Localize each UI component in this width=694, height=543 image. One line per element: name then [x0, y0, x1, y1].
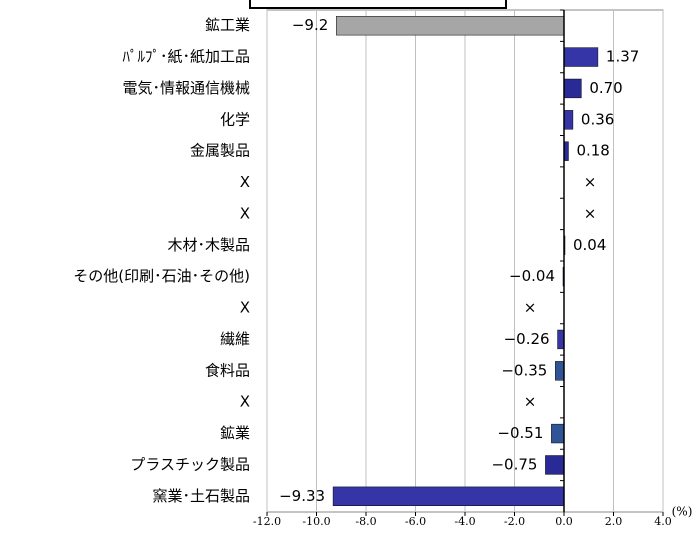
category-label: X	[240, 393, 250, 411]
x-tick-label: -6.0	[405, 515, 426, 528]
category-label: 電気･情報通信機械	[122, 79, 250, 97]
bar	[545, 455, 565, 475]
x-tick-label: 4.0	[654, 515, 672, 528]
category-label: 繊維	[220, 330, 250, 348]
category-label: X	[240, 299, 250, 317]
x-unit: (%)	[672, 505, 693, 519]
category-label: X	[240, 204, 250, 222]
bar	[555, 361, 565, 381]
category-label: 窯業･土石製品	[152, 487, 250, 505]
x-tick-label: -4.0	[454, 515, 475, 528]
bar	[563, 78, 582, 99]
bar	[336, 16, 565, 36]
bar	[563, 47, 599, 67]
x-tick-label: 0.0	[555, 515, 573, 528]
category-label: 鉱業	[220, 424, 250, 442]
value-label: ×	[584, 204, 597, 222]
category-label: その他(印刷･石油･その他)	[73, 267, 250, 285]
value-label: −0.04	[509, 267, 555, 285]
value-label: −0.26	[504, 330, 550, 348]
bar	[557, 329, 565, 350]
category-label: 木材･木製品	[167, 236, 250, 254]
value-label: −9.33	[279, 487, 325, 505]
x-tick-label: -10.0	[302, 515, 330, 528]
x-tick-label: 2.0	[605, 515, 623, 528]
value-label: ×	[524, 299, 537, 317]
category-label: 化学	[220, 110, 250, 128]
bar	[332, 486, 565, 506]
bar	[551, 423, 565, 444]
category-label: 食料品	[205, 361, 250, 379]
value-label: −0.51	[497, 424, 543, 442]
value-label: 0.18	[576, 142, 609, 160]
value-label: ×	[524, 393, 537, 411]
category-label: 金属製品	[190, 142, 250, 160]
x-tick-label: -12.0	[253, 515, 281, 528]
x-tick-label: -8.0	[355, 515, 376, 528]
value-label: −0.75	[491, 455, 537, 473]
category-label: X	[240, 173, 250, 191]
category-label: プラスチック製品	[130, 455, 250, 473]
title-box	[249, 0, 507, 9]
bar	[563, 110, 574, 130]
category-label: 鉱工業	[205, 16, 250, 34]
x-tick-label: -2.0	[504, 515, 525, 528]
value-label: 1.37	[606, 48, 639, 66]
value-label: ×	[584, 173, 597, 191]
category-label: ﾊﾟﾙﾌﾟ･紙･紙加工品	[122, 48, 250, 66]
value-label: −0.35	[501, 361, 547, 379]
value-label: 0.36	[581, 110, 614, 128]
value-label: 0.70	[589, 79, 622, 97]
value-label: −9.2	[292, 16, 328, 34]
value-label: 0.04	[573, 236, 606, 254]
